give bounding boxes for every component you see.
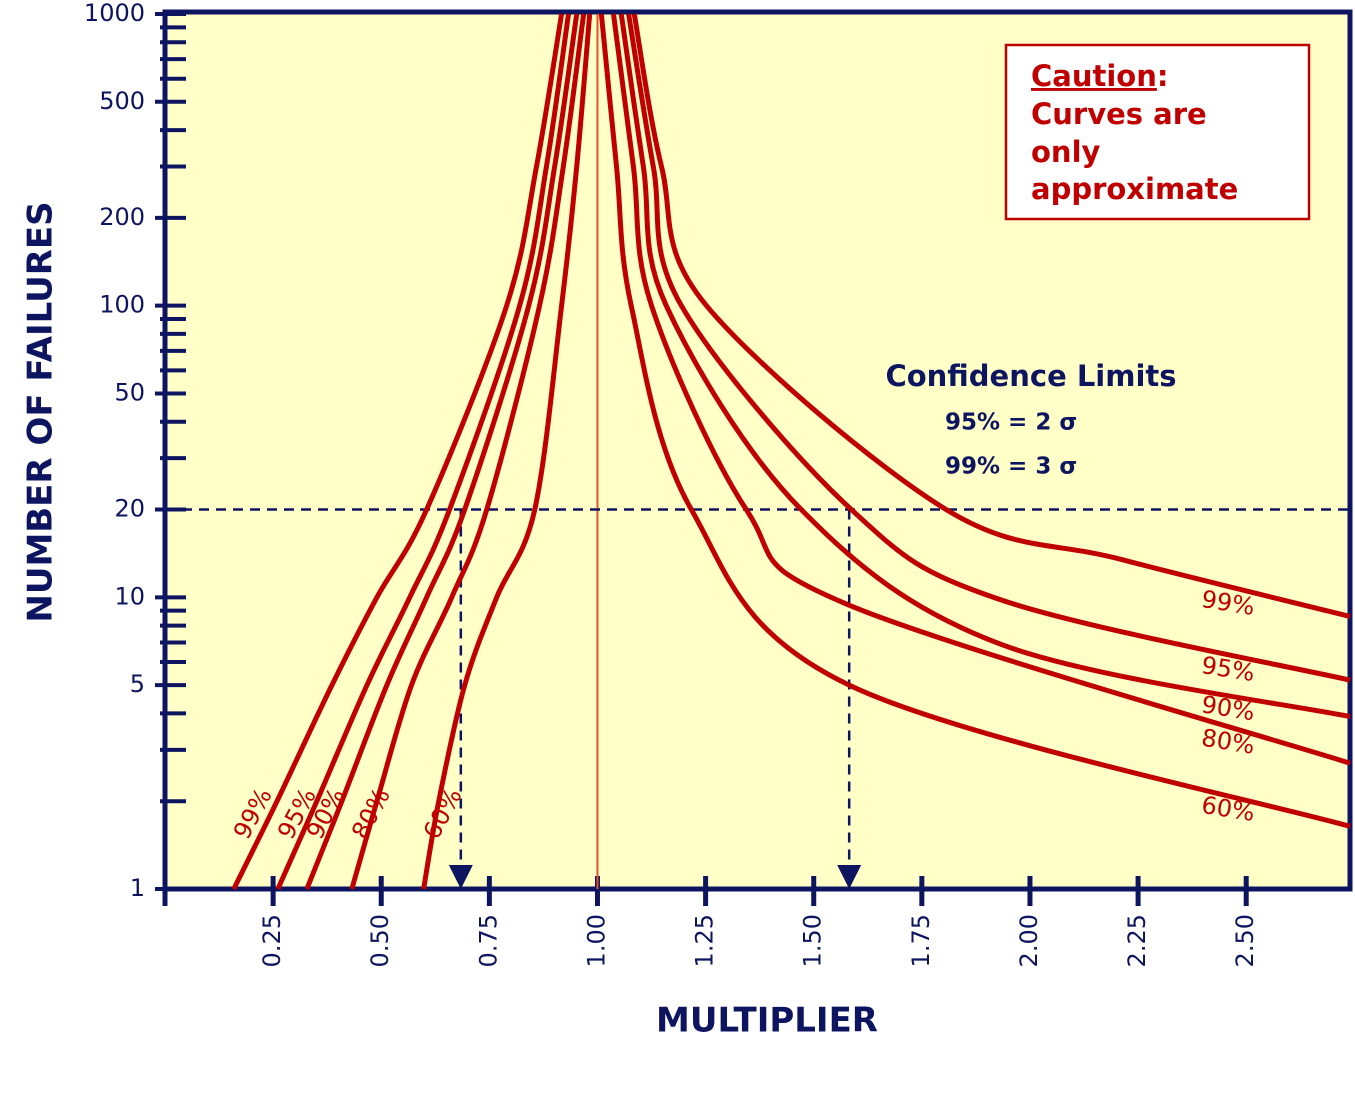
reference-arrow — [837, 865, 862, 889]
caution-box — [1004, 43, 1311, 221]
y-tick-label: 10 — [114, 582, 145, 610]
curve — [421, 13, 593, 890]
caution-line: approximate — [1031, 172, 1238, 206]
confidence-title: Confidence Limits — [885, 359, 1176, 393]
curve — [611, 13, 1351, 766]
y-tick-label: 50 — [114, 378, 145, 406]
x-tick-label: 2.00 — [1015, 914, 1043, 967]
curve — [598, 13, 1351, 829]
x-tick-label: 2.25 — [1123, 914, 1151, 967]
y-tick-label: 1 — [130, 874, 145, 902]
caution-line: Curves are — [1031, 97, 1207, 131]
x-tick-label: 0.50 — [366, 914, 394, 967]
y-tick-label: 500 — [99, 87, 145, 115]
curve — [275, 13, 571, 891]
x-tick-label: 2.50 — [1231, 914, 1259, 967]
caution-colon: : — [1157, 59, 1169, 93]
y-tick-label: 20 — [114, 495, 145, 523]
caution-title: Caution: — [1031, 59, 1168, 93]
curve — [626, 13, 1351, 683]
y-tick-label: 5 — [130, 670, 145, 698]
caution-line: only — [1031, 135, 1101, 169]
y-tick-label: 200 — [99, 203, 145, 231]
y-axis-title: NUMBER OF FAILURES — [21, 201, 61, 622]
x-axis-title: MULTIPLIER — [656, 1001, 878, 1041]
curve — [304, 13, 580, 890]
confidence-line: 95% = 2 σ — [945, 410, 1077, 436]
reference-arrow — [448, 865, 473, 889]
curve — [231, 13, 565, 891]
curve — [631, 13, 1351, 619]
confidence-line: 99% = 3 σ — [945, 454, 1077, 480]
curve — [349, 13, 587, 890]
curve — [618, 13, 1351, 720]
caution-word: Caution — [1031, 59, 1157, 93]
x-tick-label: 0.75 — [474, 914, 502, 967]
x-tick-label: 1.50 — [799, 914, 827, 967]
x-tick-label: 1.00 — [582, 914, 610, 967]
x-tick-label: 1.25 — [691, 914, 719, 967]
x-tick-label: 1.75 — [907, 914, 935, 967]
y-tick-label: 100 — [99, 291, 145, 319]
x-tick-label: 0.25 — [258, 914, 286, 967]
y-tick-label: 1000 — [84, 0, 145, 27]
